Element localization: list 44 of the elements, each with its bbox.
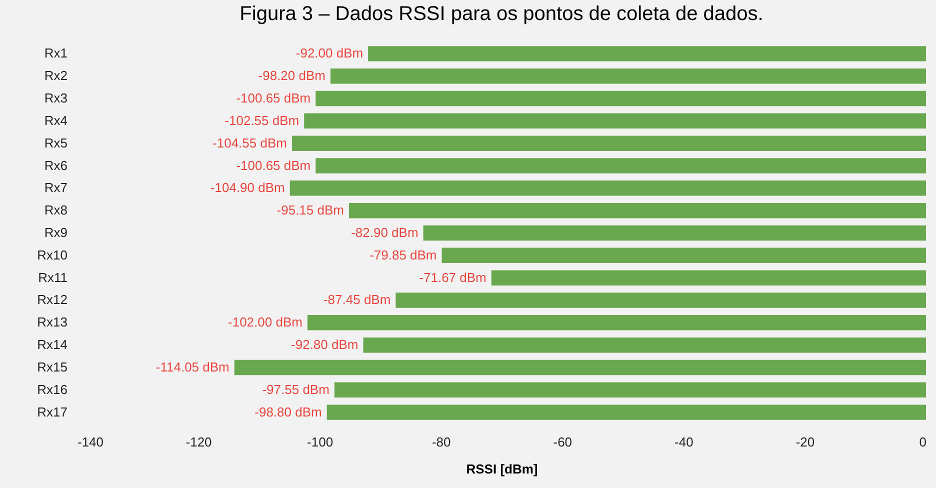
- x-tick-label: -20: [796, 434, 815, 450]
- y-tick-label: Rx5: [44, 135, 68, 150]
- y-tick-label: Rx15: [37, 359, 68, 374]
- y-tick-label: Rx13: [37, 314, 68, 330]
- data-label: -97.55 dBm: [262, 382, 330, 397]
- data-label: -82.90 dBm: [351, 225, 418, 240]
- x-axis-title: RSSI [dBm]: [466, 462, 538, 476]
- data-label: -98.80 dBm: [254, 404, 322, 420]
- x-tick-label: -40: [674, 434, 694, 450]
- x-tick-label: -60: [553, 434, 572, 450]
- chart-title: Figura 3 – Dados RSSI para os pontos de coleta de dados.: [240, 3, 764, 25]
- data-label: -100.65 dBm: [236, 90, 311, 106]
- data-label: -71.67 dBm: [419, 270, 486, 285]
- x-tick-label: -120: [186, 434, 212, 450]
- data-label: -87.45 dBm: [323, 292, 391, 308]
- y-tick-label: Rx6: [44, 158, 68, 173]
- y-tick-label: Rx17: [37, 404, 68, 420]
- y-tick-label: Rx3: [44, 90, 68, 106]
- y-tick-label: Rx9: [44, 225, 68, 240]
- data-label: -100.65 dBm: [236, 158, 311, 173]
- data-label: -95.15 dBm: [276, 202, 344, 218]
- y-tick-label: Rx10: [37, 247, 68, 262]
- y-tick-label: Rx7: [44, 180, 68, 196]
- data-label: -92.80 dBm: [291, 337, 358, 352]
- y-tick-label: Rx14: [37, 337, 68, 352]
- x-tick-label: -80: [432, 434, 451, 450]
- data-label: -114.05 dBm: [156, 359, 230, 374]
- y-tick-label: Rx2: [44, 68, 68, 84]
- data-label: -98.20 dBm: [258, 68, 326, 84]
- x-tick-label: -100: [307, 434, 334, 450]
- y-tick-label: Rx1: [44, 46, 68, 61]
- data-label: -92.00 dBm: [296, 46, 364, 61]
- data-label: -104.55 dBm: [212, 135, 287, 150]
- y-tick-label: Rx4: [44, 112, 68, 128]
- data-label: -79.85 dBm: [370, 247, 437, 262]
- x-tick-label: 0: [919, 434, 926, 450]
- data-label: -102.00 dBm: [228, 314, 302, 330]
- data-label: -104.90 dBm: [210, 180, 285, 196]
- y-tick-label: Rx16: [37, 382, 68, 397]
- y-tick-label: Rx11: [38, 270, 68, 285]
- x-tick-label: -140: [78, 434, 104, 450]
- data-label: -102.55 dBm: [224, 112, 300, 128]
- y-tick-label: Rx8: [44, 202, 68, 218]
- y-tick-label: Rx12: [37, 292, 68, 308]
